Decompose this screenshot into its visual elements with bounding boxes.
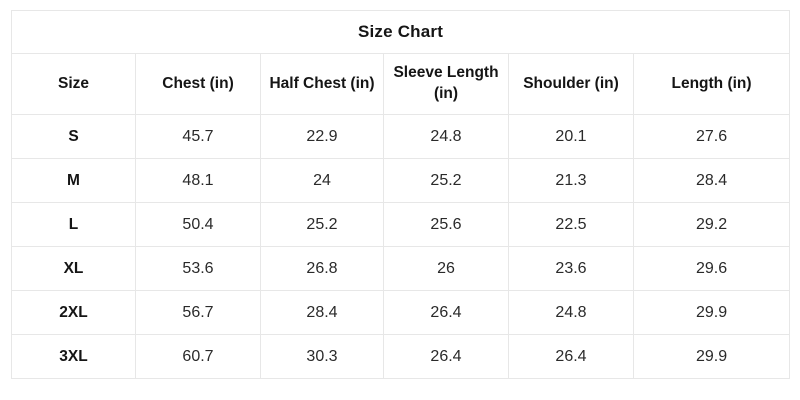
header-chest: Chest (in) [135, 53, 261, 115]
table-cell: 20.1 [508, 114, 634, 159]
row-size-label: L [11, 202, 136, 247]
table-cell: 29.9 [632, 290, 791, 335]
table-row: 3XL 60.7 30.3 26.4 26.4 29.9 [11, 334, 791, 379]
header-half-chest: Half Chest (in) [260, 53, 384, 115]
row-size-label: 2XL [11, 290, 136, 335]
table-cell: 26.8 [260, 246, 384, 291]
table-row: L 50.4 25.2 25.6 22.5 29.2 [11, 202, 791, 247]
table-title-row: Size Chart [10, 10, 791, 54]
table-cell: 26.4 [383, 334, 509, 379]
table-header-row: Size Chest (in) Half Chest (in) Sleeve L… [11, 53, 791, 115]
table-cell: 22.9 [260, 114, 384, 159]
header-size: Size [11, 53, 136, 115]
table-cell: 50.4 [135, 202, 261, 247]
table-cell: 23.6 [508, 246, 634, 291]
row-size-label: M [11, 158, 136, 203]
row-size-label: XL [11, 246, 136, 291]
table-cell: 29.2 [632, 202, 791, 247]
table-cell: 24.8 [508, 290, 634, 335]
table-title: Size Chart [10, 10, 791, 54]
header-shoulder: Shoulder (in) [508, 53, 634, 115]
table-cell: 29.6 [632, 246, 791, 291]
table-row: M 48.1 24 25.2 21.3 28.4 [11, 158, 791, 203]
table-cell: 24 [260, 158, 384, 203]
table-cell: 26.4 [508, 334, 634, 379]
header-sleeve-length: Sleeve Length (in) [383, 53, 509, 115]
table-cell: 48.1 [135, 158, 261, 203]
table-cell: 45.7 [135, 114, 261, 159]
table-cell: 27.6 [632, 114, 791, 159]
row-size-label: S [11, 114, 136, 159]
table-cell: 26 [383, 246, 509, 291]
table-row: S 45.7 22.9 24.8 20.1 27.6 [11, 114, 791, 159]
table-cell: 24.8 [383, 114, 509, 159]
size-chart-container: Size Chart Size Chest (in) Half Chest (i… [10, 10, 791, 388]
table-cell: 21.3 [508, 158, 634, 203]
table-cell: 30.3 [260, 334, 384, 379]
table-cell: 22.5 [508, 202, 634, 247]
table-cell: 29.9 [632, 334, 791, 379]
table-cell: 53.6 [135, 246, 261, 291]
header-length: Length (in) [632, 53, 791, 115]
table-cell: 28.4 [632, 158, 791, 203]
table-cell: 25.2 [260, 202, 384, 247]
table-cell: 60.7 [135, 334, 261, 379]
size-chart-table: Size Chart Size Chest (in) Half Chest (i… [10, 10, 791, 379]
table-row: 2XL 56.7 28.4 26.4 24.8 29.9 [11, 290, 791, 335]
table-cell: 26.4 [383, 290, 509, 335]
table-row: XL 53.6 26.8 26 23.6 29.6 [11, 246, 791, 291]
table-cell: 56.7 [135, 290, 261, 335]
table-cell: 28.4 [260, 290, 384, 335]
row-size-label: 3XL [11, 334, 136, 379]
table-cell: 25.6 [383, 202, 509, 247]
table-cell: 25.2 [383, 158, 509, 203]
